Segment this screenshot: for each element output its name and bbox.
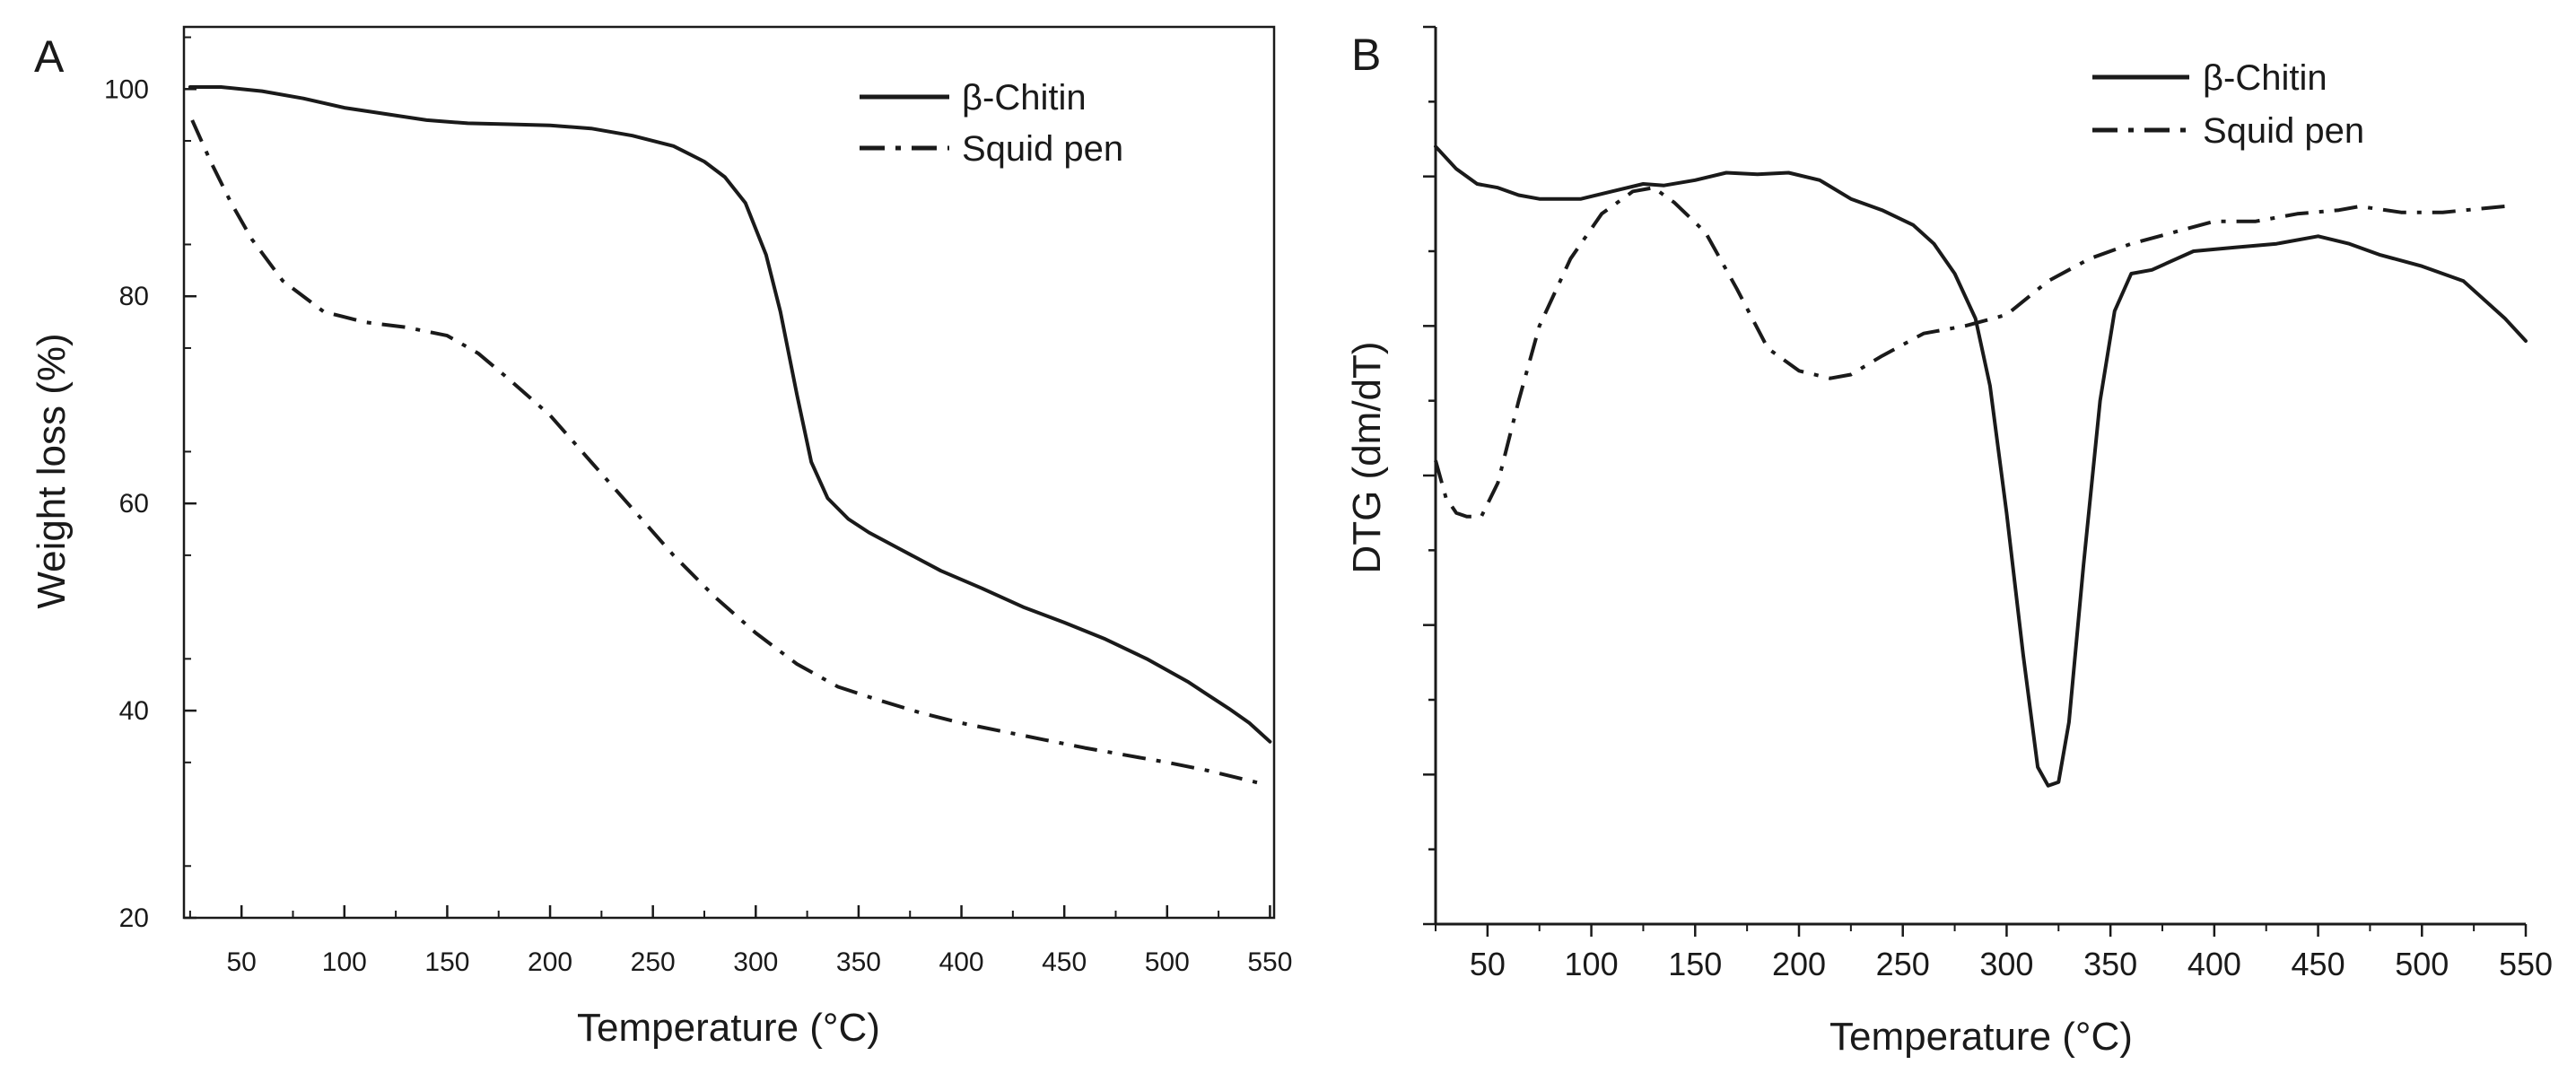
panel-a-y-tick-label: 80 bbox=[119, 282, 149, 311]
panel-a-x-tick-label: 300 bbox=[733, 947, 778, 977]
panel-b-x-tick-label: 50 bbox=[1470, 946, 1506, 982]
panel-a-x-tick-label: 550 bbox=[1247, 947, 1292, 977]
panel-a-x-tick-label: 450 bbox=[1042, 947, 1087, 977]
panel-a-y-tick-label: 40 bbox=[119, 696, 149, 726]
panel-b-x-tick-label: 200 bbox=[1772, 946, 1826, 982]
panel-a-legend-label-squid: Squid pen bbox=[962, 129, 1123, 169]
panel-a-series-line-squid-pen bbox=[190, 119, 1261, 785]
panel-a-legend: β-Chitin Squid pen bbox=[860, 78, 1123, 169]
panel-b-series-line-chitin bbox=[1434, 144, 2528, 788]
panel-a-x-tick-label: 400 bbox=[939, 947, 984, 977]
panel-b-x-tick-label: 400 bbox=[2187, 946, 2241, 982]
panel-b: B 50 100 150 200 250 300 350 400 450 500 550 Tempe… bbox=[1345, 25, 2553, 1059]
panel-b-legend: β-Chitin Squid pen bbox=[2092, 58, 2364, 151]
panel-a-x-axis-title: Temperature (°C) bbox=[577, 1006, 880, 1050]
panel-a-series-line-chitin bbox=[188, 85, 1272, 744]
panel-b-legend-label-chitin: β-Chitin bbox=[2203, 58, 2327, 98]
panel-b-letter: B bbox=[1351, 30, 1381, 80]
panel-a-legend-label-chitin: β-Chitin bbox=[962, 78, 1087, 118]
panel-b-legend-label-squid: Squid pen bbox=[2203, 111, 2364, 151]
panel-a-x-tick-label: 500 bbox=[1145, 947, 1190, 977]
panel-a-x-tick-label: 350 bbox=[836, 947, 881, 977]
panel-a: A 50 100 150 200 250 300 350 400 450 500 550 20 40 60… bbox=[30, 25, 1292, 1050]
panel-a-letter: A bbox=[34, 31, 65, 82]
panel-a-plot-frame bbox=[182, 25, 1276, 920]
panel-a-y-tick-label: 100 bbox=[104, 74, 149, 104]
panel-b-x-tick-label: 500 bbox=[2395, 946, 2449, 982]
panel-a-y-tick-label: 60 bbox=[119, 489, 149, 519]
panel-b-x-tick-label: 250 bbox=[1876, 946, 1930, 982]
panel-b-x-axis-title: Temperature (°C) bbox=[1829, 1015, 2133, 1059]
panel-a-x-tick-label: 100 bbox=[322, 947, 367, 977]
panel-b-x-tick-label: 450 bbox=[2292, 946, 2345, 982]
panel-b-x-tick-label: 350 bbox=[2083, 946, 2137, 982]
panel-b-ticks: 50 100 150 200 250 300 350 400 450 500 550 bbox=[1423, 25, 2553, 982]
panel-b-x-tick-label: 100 bbox=[1565, 946, 1619, 982]
panel-a-ticks: 50 100 150 200 250 300 350 400 450 500 550 20 40 60 80… bbox=[104, 36, 1292, 977]
panel-a-y-tick-label: 20 bbox=[119, 903, 149, 933]
panel-a-x-tick-label: 150 bbox=[424, 947, 469, 977]
panel-b-x-tick-label: 150 bbox=[1668, 946, 1722, 982]
panel-a-y-axis-title: Weight loss (%) bbox=[30, 333, 74, 608]
panel-b-y-axis-title: DTG (dm/dT) bbox=[1345, 341, 1389, 573]
panel-b-series bbox=[1434, 144, 2528, 788]
panel-b-x-tick-label: 300 bbox=[1979, 946, 2033, 982]
panel-a-x-tick-label: 200 bbox=[528, 947, 572, 977]
panel-b-x-tick-label: 550 bbox=[2499, 946, 2553, 982]
panel-a-x-tick-label: 250 bbox=[631, 947, 676, 977]
panel-a-series bbox=[188, 85, 1272, 785]
panel-a-x-tick-label: 50 bbox=[227, 947, 257, 977]
panel-b-series-line-squid-pen bbox=[1434, 186, 2506, 519]
